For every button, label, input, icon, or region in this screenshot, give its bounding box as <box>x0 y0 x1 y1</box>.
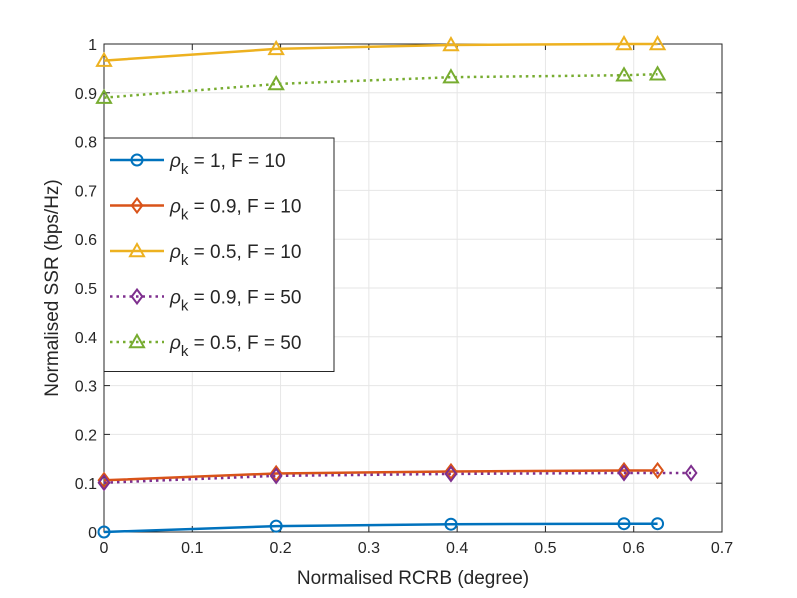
data-point <box>97 525 111 539</box>
legend-label: ρk = 1, F = 10 <box>169 151 286 178</box>
axis-ticks: 0 0.1 0.2 0.3 0.4 0.5 0.6 0.7 0 0.1 0.2 0.3 0.4 0.5 0.… <box>75 37 733 557</box>
legend-item: ρk = 0.9, F = 50 <box>110 288 301 315</box>
data-point <box>269 519 283 533</box>
series-line <box>103 522 658 534</box>
series-2 <box>97 461 665 489</box>
data-point <box>95 88 113 104</box>
series-layer <box>95 34 698 539</box>
legend-symbol: ρ <box>169 242 181 263</box>
legend-label: ρk = 0.9, F = 10 <box>169 197 301 224</box>
legend-item: ρk = 1, F = 10 <box>110 151 286 178</box>
series-line <box>103 469 658 482</box>
legend-subscript: k <box>181 161 189 178</box>
grid <box>103 43 723 533</box>
legend-symbol: ρ <box>169 151 181 172</box>
data-point <box>648 65 667 81</box>
legend-item: ρk = 0.5, F = 50 <box>110 332 301 360</box>
x-tick-label: 0.2 <box>269 540 291 557</box>
y-tick-label: 0.4 <box>75 330 97 347</box>
y-tick-label: 0.9 <box>75 86 97 103</box>
legend-subscript: k <box>181 207 189 224</box>
x-axis-label: Normalised RCRB (degree) <box>297 568 529 589</box>
data-point <box>444 462 458 481</box>
y-tick-label: 0.2 <box>75 427 97 444</box>
data-point <box>615 66 633 82</box>
data-point <box>97 474 111 492</box>
y-tick-label: 0.3 <box>75 379 97 396</box>
x-tick-label: 0.6 <box>623 540 645 557</box>
data-point <box>97 471 111 489</box>
legend-subscript: k <box>181 343 189 360</box>
legend-marker <box>130 153 144 167</box>
data-point <box>648 34 667 51</box>
data-point <box>615 34 633 51</box>
legend-label: ρk = 0.5, F = 50 <box>169 333 301 360</box>
legend-symbol: ρ <box>169 333 181 354</box>
legend-symbol: ρ <box>169 288 181 309</box>
x-tick-label: 0 <box>100 540 109 557</box>
data-point <box>267 39 285 56</box>
data-point <box>684 464 698 482</box>
legend-marker <box>130 287 144 306</box>
data-point <box>651 517 665 531</box>
y-tick-label: 0 <box>88 525 97 542</box>
x-tick-label: 0.3 <box>358 540 380 557</box>
data-point <box>651 461 665 480</box>
y-tick-label: 0.5 <box>75 281 97 298</box>
legend-text: = 0.9, F = 10 <box>188 197 301 218</box>
legend-text: = 0.9, F = 50 <box>188 288 301 309</box>
data-point <box>95 51 113 67</box>
legend-text: = 0.5, F = 50 <box>188 333 301 354</box>
y-tick-label: 0.7 <box>75 183 97 200</box>
series-line <box>103 73 658 99</box>
legend-label: ρk = 0.9, F = 50 <box>169 288 301 315</box>
legend-marker <box>128 241 146 258</box>
data-point <box>269 467 283 485</box>
series-4 <box>97 464 698 492</box>
legend-item: ρk = 0.5, F = 10 <box>110 241 301 269</box>
legend-subscript: k <box>181 298 189 315</box>
data-point <box>269 464 283 483</box>
data-point <box>442 35 460 52</box>
y-axis-label: Normalised SSR (bps/Hz) <box>42 179 63 397</box>
series-5 <box>95 65 667 104</box>
data-point <box>444 465 458 483</box>
data-point <box>267 75 285 91</box>
data-point <box>617 461 631 480</box>
y-tick-label: 0.6 <box>75 232 97 249</box>
legend-symbol: ρ <box>169 197 181 218</box>
series-1 <box>97 517 665 539</box>
series-line <box>103 42 658 62</box>
x-tick-label: 0.4 <box>446 540 468 557</box>
data-point <box>442 68 460 84</box>
x-tick-label: 0.7 <box>711 540 733 557</box>
legend-label: ρk = 0.5, F = 10 <box>169 242 301 269</box>
legend-marker <box>128 332 146 349</box>
x-tick-label: 0.5 <box>534 540 556 557</box>
series-3 <box>95 34 667 67</box>
y-tick-label: 0.8 <box>75 135 97 152</box>
legend-text: = 1, F = 10 <box>188 151 285 172</box>
y-tick-label: 0.1 <box>75 476 97 493</box>
data-point <box>444 517 458 531</box>
legend-marker <box>130 196 144 215</box>
data-point <box>617 464 631 482</box>
x-tick-label: 0.1 <box>181 540 203 557</box>
legend-subscript: k <box>181 252 189 269</box>
data-point <box>617 517 631 531</box>
y-tick-label: 1 <box>88 37 97 54</box>
legend-text: = 0.5, F = 10 <box>188 242 301 263</box>
legend-item: ρk = 0.9, F = 10 <box>110 197 301 224</box>
